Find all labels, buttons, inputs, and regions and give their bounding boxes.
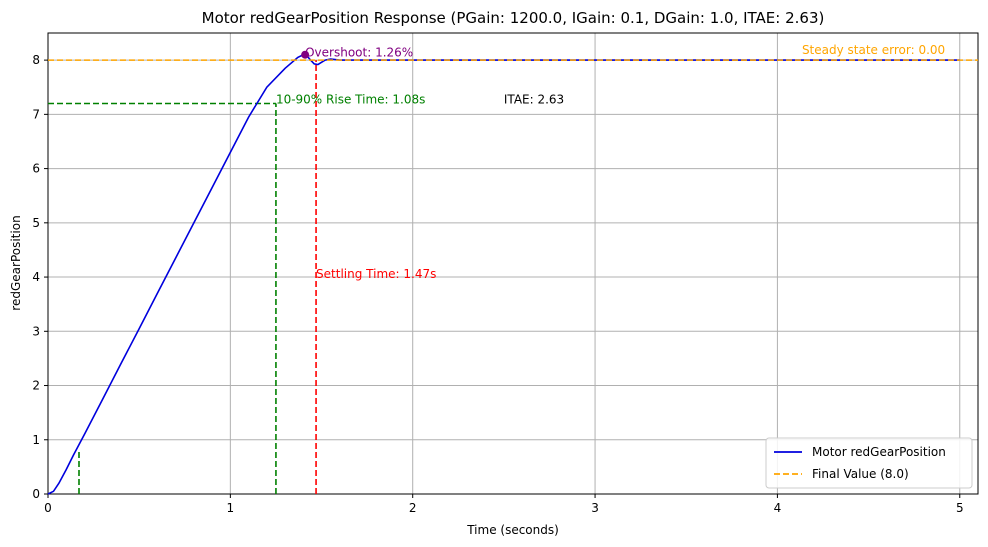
series-group [47,53,978,495]
y-tick-label: 1 [32,433,40,447]
x-tick-label: 0 [44,501,52,515]
y-tick-label: 7 [32,107,40,121]
grid [47,33,978,495]
legend: Motor redGearPosition Final Value (8.0) [765,437,973,489]
y-tick-label: 8 [32,53,40,67]
legend-box [765,437,973,489]
rise-time-annotation: 10-90% Rise Time: 1.08s [276,93,425,107]
x-tick-label: 5 [956,501,964,515]
itae-annotation: ITAE: 2.63 [504,93,564,107]
y-tick-label: 6 [32,162,40,176]
y-tick-label: 0 [32,487,40,501]
settling-time-annotation: Settling Time: 1.47s [316,267,436,281]
y-tick-label: 2 [32,379,40,393]
overshoot-peak-point [301,50,310,59]
plot-frame [47,32,979,495]
chart-title: Motor redGearPosition Response (PGain: 1… [202,9,825,27]
series-line-response [47,53,960,495]
overshoot-annotation: Overshoot: 1.26% [305,46,413,60]
y-tick-label: 5 [32,216,40,230]
marker-lines [48,60,317,494]
legend-label-response: Motor redGearPosition [812,445,946,459]
y-ticks: 0 1 2 3 4 5 6 7 8 [32,53,48,501]
x-axis-label: Time (seconds) [466,523,559,537]
y-axis-label: redGearPosition [9,215,23,310]
x-tick-label: 2 [409,501,417,515]
legend-label-final: Final Value (8.0) [812,467,909,481]
steady-state-annotation: Steady state error: 0.00 [802,43,945,57]
x-tick-label: 3 [591,501,599,515]
x-ticks: 0 1 2 3 4 5 [44,494,964,515]
x-tick-label: 1 [227,501,235,515]
x-tick-label: 4 [774,501,782,515]
y-tick-label: 4 [32,270,40,284]
y-tick-label: 3 [32,324,40,338]
